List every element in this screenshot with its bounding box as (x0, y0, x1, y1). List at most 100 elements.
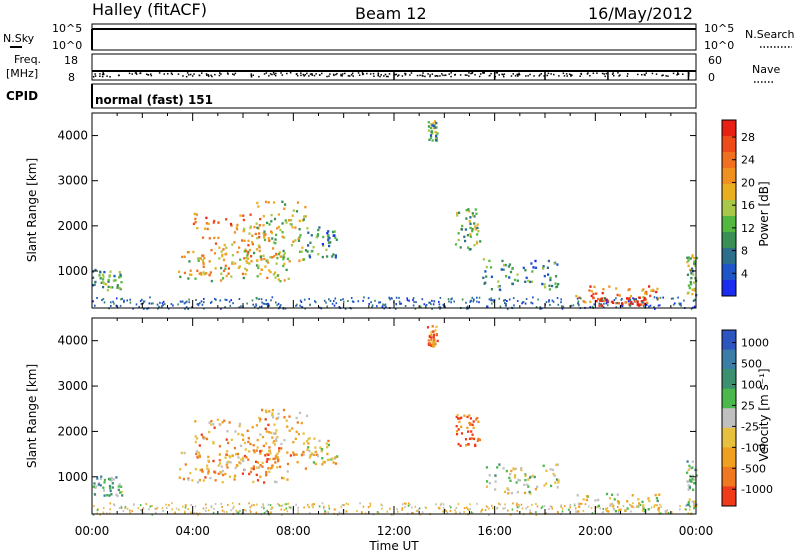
heatmap-cell (303, 215, 306, 218)
heatmap-cell (606, 304, 609, 307)
heatmap-cell (270, 230, 273, 233)
heatmap-cell (466, 426, 469, 429)
heatmap-cell (418, 507, 421, 510)
heatmap-cell (283, 279, 286, 282)
heatmap-cell (149, 296, 151, 299)
nave-point (218, 74, 221, 77)
nave-point (470, 72, 472, 75)
heatmap-cell (275, 454, 278, 457)
heatmap-cell (442, 303, 445, 306)
heatmap-cell (243, 468, 246, 472)
heatmap-cell (224, 298, 227, 301)
heatmap-cell (470, 511, 473, 514)
heatmap-cell (329, 241, 332, 244)
nave-point (563, 75, 566, 77)
heatmap-cell (262, 224, 265, 227)
heatmap-cell (255, 222, 258, 225)
heatmap-cell (691, 255, 694, 259)
nave-point (340, 73, 342, 76)
heatmap-cell (460, 228, 463, 231)
heatmap-cell (334, 508, 337, 511)
heatmap-cell (197, 259, 200, 262)
heatmap-cell (502, 268, 505, 271)
heatmap-cell (556, 486, 559, 489)
heatmap-cell (451, 297, 453, 300)
heatmap-cell (231, 454, 234, 457)
nave-point (329, 73, 331, 75)
heatmap-cell (332, 234, 335, 237)
heatmap-cell (277, 502, 279, 505)
heatmap-cell (476, 233, 479, 236)
heatmap-cell (261, 465, 264, 468)
heatmap-cell (178, 270, 181, 273)
nave-point (546, 74, 548, 77)
heatmap-cell (233, 231, 236, 234)
heatmap-cell (427, 129, 430, 132)
heatmap-cell (221, 421, 224, 424)
heatmap-cell (207, 509, 210, 512)
heatmap-cell (600, 304, 603, 307)
nave-point (478, 75, 481, 78)
heatmap-cell (507, 492, 510, 495)
heatmap-cell (471, 433, 474, 436)
heatmap-cell (109, 508, 111, 511)
nave-point (501, 73, 503, 75)
heatmap-cell (261, 435, 265, 439)
heatmap-cell (323, 461, 326, 464)
heatmap-cell (412, 297, 415, 300)
heatmap-cell (516, 490, 519, 494)
heatmap-cell (414, 505, 417, 508)
heatmap-cell (557, 283, 560, 286)
heatmap-cell (244, 448, 247, 451)
heatmap-cell (438, 306, 440, 309)
heatmap-cell (280, 447, 283, 450)
heatmap-cell (194, 217, 197, 221)
heatmap-cell (198, 272, 201, 275)
heatmap-cell (235, 226, 238, 229)
heatmap-cell (323, 507, 325, 510)
heatmap-cell (256, 275, 259, 278)
heatmap-cell (602, 511, 604, 514)
heatmap-cell (438, 303, 441, 306)
nave-point (347, 75, 350, 77)
heatmap-cell (268, 449, 271, 453)
heatmap-cell (258, 298, 260, 301)
heatmap-cell (552, 300, 555, 303)
heatmap-cell (419, 513, 422, 516)
heatmap-cell (268, 269, 271, 272)
nave-point (250, 74, 252, 77)
heatmap-cell (268, 446, 271, 449)
nave-point (226, 72, 229, 74)
heatmap-cell (197, 303, 200, 305)
heatmap-cell (260, 449, 263, 452)
heatmap-cell (537, 298, 539, 301)
colorbar-tick-label: 20 (741, 176, 755, 189)
heatmap-cell (605, 302, 608, 305)
nave-point (219, 72, 221, 74)
colorbar-segment (722, 408, 736, 429)
heatmap-cell (467, 246, 470, 249)
heatmap-cell (245, 509, 247, 512)
heatmap-cell (436, 132, 439, 135)
heatmap-cell (310, 250, 313, 253)
nave-point (471, 72, 473, 74)
heatmap-cell (102, 278, 105, 281)
heatmap-cell (102, 298, 105, 300)
heatmap-cell (276, 256, 279, 260)
heatmap-cell (455, 433, 459, 436)
heatmap-cell (143, 300, 146, 303)
heatmap-cell (275, 417, 278, 420)
heatmap-cell (97, 483, 100, 486)
heatmap-cell (525, 276, 528, 279)
heatmap-cell (514, 467, 517, 471)
heatmap-cell (299, 304, 301, 307)
heatmap-cell (605, 507, 608, 511)
heatmap-cell (659, 304, 661, 307)
heatmap-cell (693, 507, 695, 509)
heatmap-cell (541, 282, 544, 286)
heatmap-cell (435, 503, 437, 506)
heatmap-cell (168, 504, 170, 507)
heatmap-cell (112, 300, 114, 303)
